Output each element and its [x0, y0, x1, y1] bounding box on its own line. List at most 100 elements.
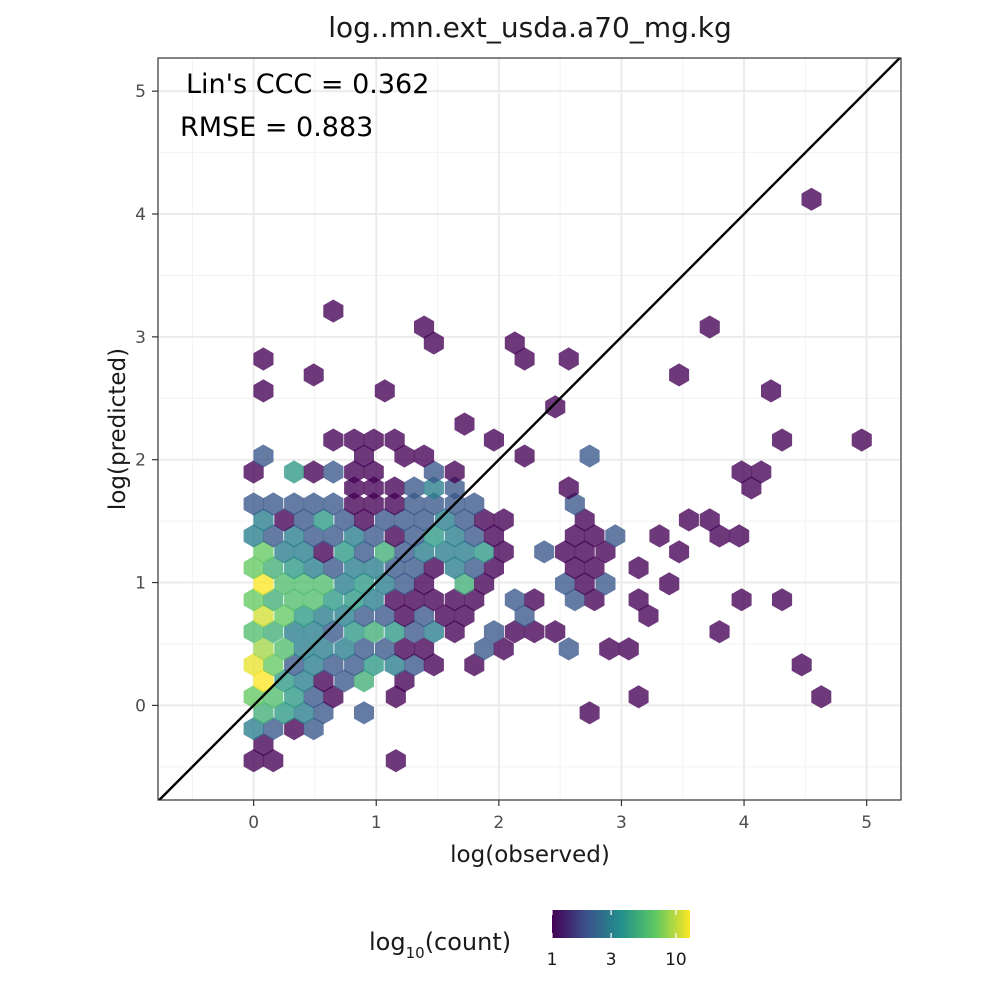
hexbin-cell — [303, 653, 324, 677]
hexbin-cell — [243, 556, 264, 580]
hexbin-cell — [323, 556, 344, 580]
hexbin-cell — [354, 540, 374, 564]
hexbin-cell — [558, 476, 579, 500]
hexbin-cell — [313, 604, 334, 628]
hexbin-cell — [263, 653, 284, 677]
hexbin-cell — [293, 540, 314, 564]
hexbin-cell — [599, 637, 620, 661]
hexbin-cell — [394, 572, 415, 596]
y-tick-label: 1 — [135, 574, 146, 594]
hexbin-cell — [474, 540, 495, 564]
hexbin-cell — [404, 556, 425, 580]
hexbin-cell — [638, 604, 659, 628]
hexbin-cell — [354, 701, 374, 725]
hexbin-cell — [303, 717, 324, 741]
hexbin-cell — [394, 508, 415, 532]
hexbin-cell — [274, 572, 295, 596]
rmse-annotation: RMSE = 0.883 — [180, 112, 373, 143]
hexbin-cell — [274, 637, 295, 661]
x-tick-label: 1 — [371, 813, 382, 833]
hexbin-cell — [574, 572, 595, 596]
x-axis: 0 1 2 3 4 5 — [248, 800, 872, 833]
hexbin-cell — [293, 701, 314, 725]
hexbin-cell — [354, 508, 374, 532]
hexbin-cell — [791, 653, 812, 677]
hexbin-cell — [354, 444, 374, 468]
hexbin-cell — [454, 412, 475, 436]
hexbin-cell — [363, 653, 384, 677]
x-axis-title: log(observed) — [450, 842, 610, 868]
plot-border — [157, 57, 902, 801]
hexbin-cell — [334, 508, 355, 532]
hexbin-cell — [423, 476, 444, 500]
hexbin-cell — [344, 428, 365, 452]
hexbin-cell — [579, 701, 600, 725]
hexbin-cell — [374, 379, 395, 403]
hexbin-cell — [243, 492, 264, 516]
hexbin-cell — [293, 604, 314, 628]
hexbin-cell — [374, 637, 395, 661]
hexbin-cell — [574, 540, 595, 564]
hexbin-cell — [584, 588, 605, 612]
hexbin-cell — [344, 524, 365, 548]
hexbin-cell — [274, 701, 295, 725]
hexbin-cell — [454, 572, 475, 596]
hexbin-cell — [363, 460, 384, 484]
hexbin-cell — [263, 717, 284, 741]
hexbin-cell — [444, 588, 465, 612]
hexbin-cell — [709, 620, 730, 644]
y-tick-label: 5 — [135, 82, 146, 102]
hexbin-cell — [545, 395, 566, 419]
hexbin-cell — [414, 572, 435, 596]
hexbin-cell — [605, 524, 626, 548]
hexbin-cell — [558, 637, 579, 661]
hexbin-cell — [253, 508, 274, 532]
hexbin-cell — [284, 717, 305, 741]
hexbin-cell — [729, 524, 750, 548]
hexbin-cell — [313, 701, 334, 725]
hexbin-cell — [483, 428, 504, 452]
hexbin-cell — [303, 460, 324, 484]
hexbin-cell — [284, 492, 305, 516]
hexbin-cell — [344, 620, 365, 644]
hexbin-cell — [649, 524, 670, 548]
hexbin-cell — [284, 685, 305, 709]
hexbin-cell — [303, 363, 324, 387]
hexbin-cell — [545, 620, 566, 644]
hexbin-cell — [363, 524, 384, 548]
hexbin-cell — [444, 476, 465, 500]
hexbin-cell — [731, 588, 752, 612]
hexbin-cell — [253, 733, 274, 757]
hexbin-cell — [678, 508, 699, 532]
hexbin-cell — [363, 428, 384, 452]
legend-ticks: 1 3 10 — [547, 910, 687, 970]
hexbin-cell — [434, 508, 455, 532]
hexbin-cell — [384, 524, 405, 548]
hexbin-cell — [243, 620, 264, 644]
hexbin-cell — [444, 556, 465, 580]
hexbin-cell — [293, 637, 314, 661]
hexbin-cell — [404, 588, 425, 612]
hexbin-cell — [669, 540, 690, 564]
hexbin-cell — [444, 460, 465, 484]
hexbin-cell — [595, 540, 616, 564]
hexbin-cell — [374, 508, 395, 532]
legend-tick-label: 10 — [665, 950, 687, 970]
hexbin-cell — [243, 653, 264, 677]
hexbin-cell — [303, 492, 324, 516]
hexbin-cell — [493, 637, 514, 661]
hexbin-cell — [284, 460, 305, 484]
hexbin-cell — [243, 749, 264, 773]
hexbin-cell — [274, 604, 295, 628]
hexbin-cell — [334, 572, 355, 596]
legend: log10(count) 1 3 10 — [369, 910, 690, 970]
hexbin-cell — [274, 508, 295, 532]
hexbin-cell — [851, 428, 872, 452]
hexbin-cell — [253, 444, 274, 468]
hexbin-cell — [284, 620, 305, 644]
hexbin-cell — [414, 540, 435, 564]
hexbin-cell — [323, 460, 344, 484]
hexbin-cell — [344, 476, 365, 500]
hexbin-cell — [384, 556, 405, 580]
